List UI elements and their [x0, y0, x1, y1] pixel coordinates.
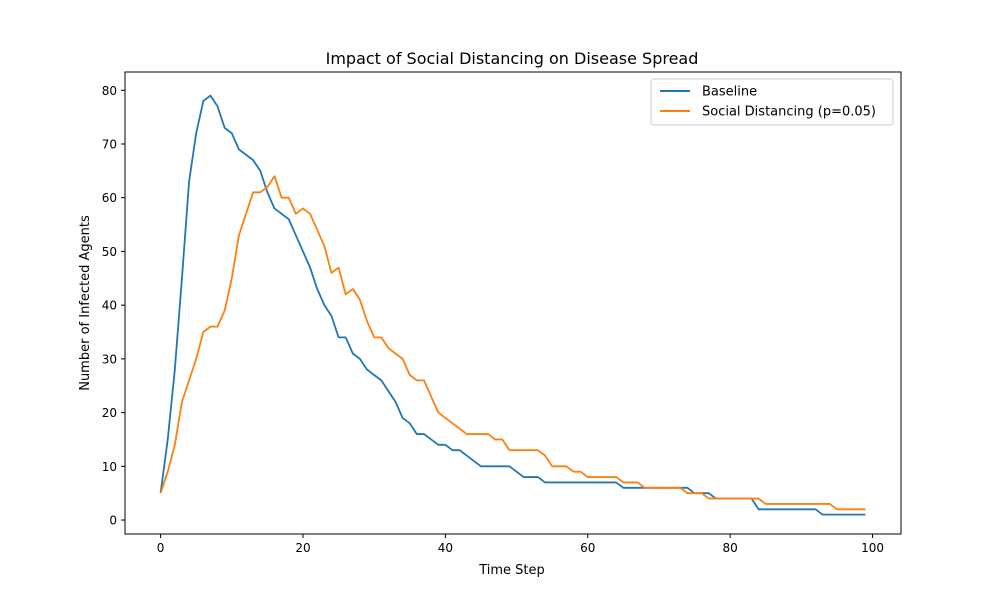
y-tick-label: 50: [102, 245, 117, 259]
legend: Baseline Social Distancing (p=0.05): [650, 78, 894, 126]
y-tick-label: 70: [102, 137, 117, 151]
x-axis-label: Time Step: [478, 563, 545, 578]
x-tick-label: 20: [295, 541, 310, 555]
x-tick-label: 100: [861, 541, 884, 555]
plot-area: [159, 94, 866, 516]
series-line-1: [159, 175, 866, 511]
y-tick-label: 80: [102, 84, 117, 98]
legend-label-1: Social Distancing (p=0.05): [702, 105, 876, 120]
x-axis: 0 20 40 60 80 100: [157, 534, 884, 555]
plot-frame: [124, 71, 902, 535]
x-tick-label: 80: [722, 541, 737, 555]
y-tick-label: 30: [102, 352, 117, 366]
x-tick-label: 60: [580, 541, 595, 555]
y-tick-label: 20: [102, 406, 117, 420]
y-tick-label: 40: [102, 299, 117, 313]
y-axis: 0 10 20 30 40 50 60 70 80: [102, 84, 125, 528]
y-tick-label: 0: [109, 514, 117, 528]
y-tick-label: 10: [102, 460, 117, 474]
x-tick-label: 0: [157, 541, 165, 555]
legend-label-0: Baseline: [702, 85, 757, 100]
y-axis-label: Number of Infected Agents: [78, 215, 93, 391]
chart-title: Impact of Social Distancing on Disease S…: [326, 49, 699, 68]
x-tick-label: 40: [438, 541, 453, 555]
y-tick-label: 60: [102, 191, 117, 205]
legend-box: [650, 78, 894, 126]
